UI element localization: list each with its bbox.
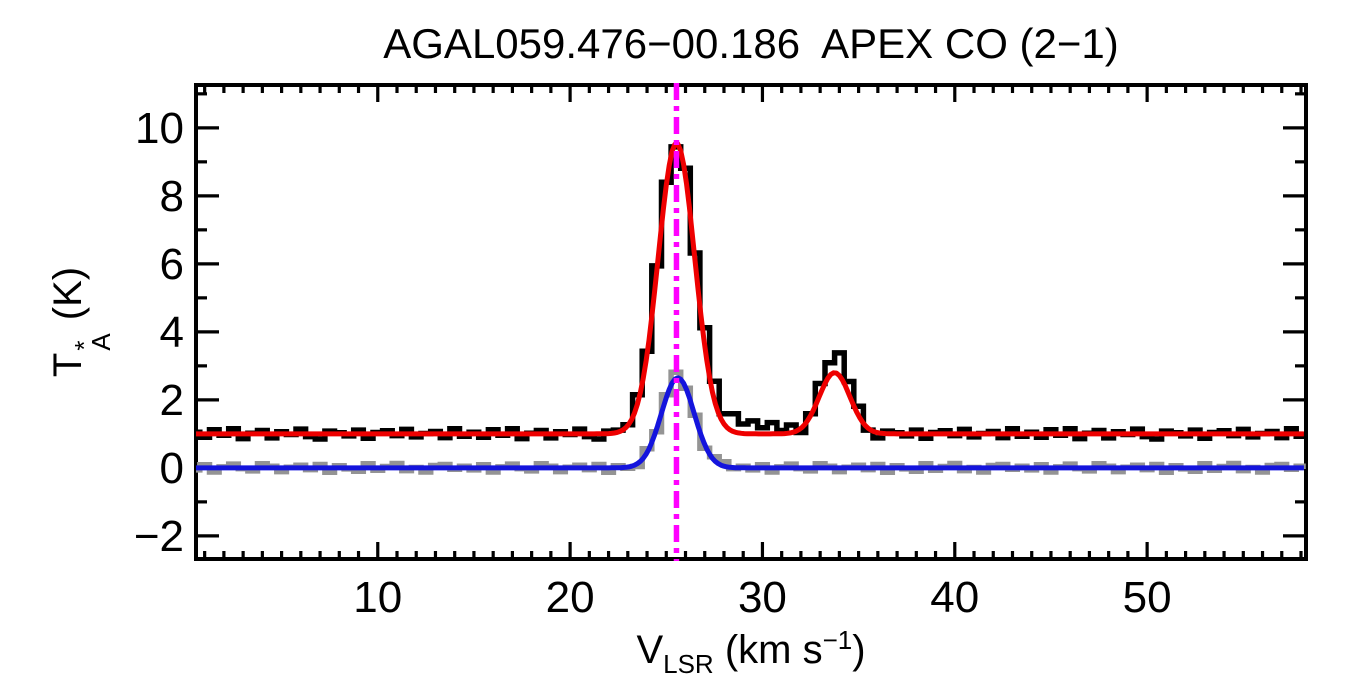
gaussian-fit-observed-curve (196, 141, 1304, 437)
y-tick-label: 10 (135, 104, 184, 153)
x-axis-label-exponent: −1 (822, 625, 853, 655)
x-axis-label-units: (km s (713, 628, 823, 672)
y-tick-label: 0 (160, 444, 184, 493)
y-tick-label: −2 (134, 512, 184, 561)
y-axis-label-base: T (46, 352, 90, 378)
x-tick-label: 40 (930, 573, 979, 622)
y-tick-label: 6 (160, 240, 184, 289)
y-axis-label-units: (K) (46, 266, 90, 332)
axis-ticks (196, 85, 1306, 559)
x-axis-label-close: ) (852, 628, 866, 672)
y-tick-label: 8 (160, 172, 184, 221)
y-axis-label: T * A (K) (46, 266, 116, 378)
x-axis-label-base: V (636, 628, 664, 672)
y-tick-label: 2 (160, 376, 184, 425)
plot-frame (194, 83, 1308, 561)
y-tick-labels: −2 0 2 4 6 8 10 (134, 104, 184, 561)
y-axis-label-supsub: * A (69, 333, 116, 351)
x-tick-label: 20 (546, 573, 595, 622)
x-tick-label: 10 (353, 573, 402, 622)
x-axis-label: VLSR (km s−1) (196, 612, 1306, 675)
x-tick-label: 30 (738, 573, 787, 622)
y-tick-label: 4 (160, 308, 184, 357)
y-axis-label-subscript: A (86, 333, 116, 351)
x-tick-label: 50 (1123, 573, 1172, 622)
gaussian-fit-offset-curve (196, 375, 1304, 471)
plot-title: AGAL059.476−00.186 APEX CO (2−1) (383, 20, 1119, 67)
x-tick-labels: 10 20 30 40 50 (353, 573, 1171, 622)
x-axis-label-subscript: LSR (663, 649, 714, 675)
observed-co-spectrum-histogram (196, 144, 1306, 442)
